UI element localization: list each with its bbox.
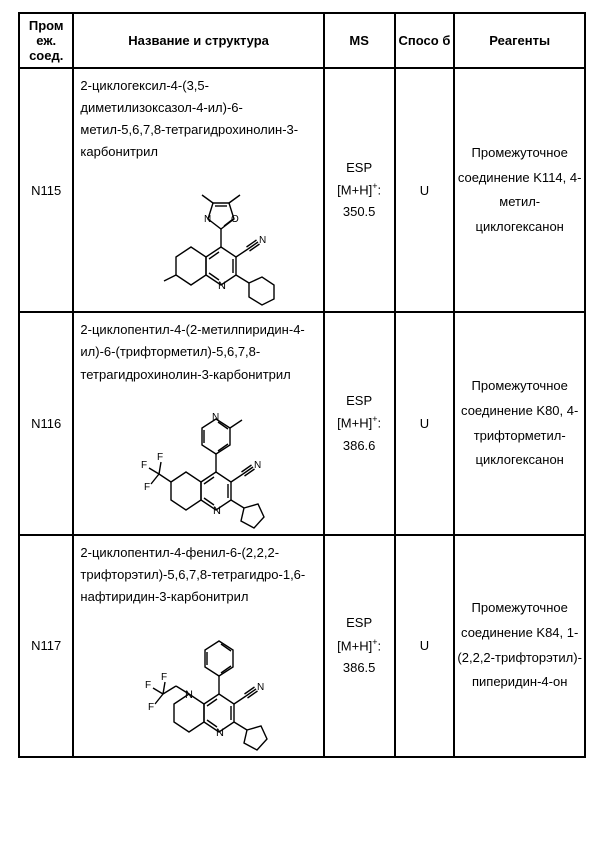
- cell-name-struct: 2-циклопентил-4-фенил-6-(2,2,2-трифторэт…: [73, 535, 323, 757]
- cell-name-struct: 2-циклогексил-4-(3,5-диметилизоксазол-4-…: [73, 68, 323, 312]
- ms-post: :: [377, 638, 381, 653]
- structure-svg: N N F F F: [106, 612, 291, 752]
- hdr-reagents: Реагенты: [454, 13, 585, 68]
- cell-reagents: Промежуточное соединение K84, 1-(2,2,2-т…: [454, 535, 585, 757]
- page: Пром еж. соед. Название и структура MS С…: [0, 0, 604, 846]
- cell-method: U: [395, 68, 455, 312]
- ms-line2: [M+H]+:: [327, 179, 392, 201]
- cell-ms: ESP [M+H]+: 386.5: [324, 535, 395, 757]
- structure-svg: N F F F: [111, 390, 286, 530]
- compound-name: 2-циклопентил-4-фенил-6-(2,2,2-трифторэт…: [80, 542, 316, 608]
- cell-reagents: Промежуточное соединение K114, 4-метил-ц…: [454, 68, 585, 312]
- cell-method: U: [395, 312, 455, 534]
- hdr-ms: MS: [324, 13, 395, 68]
- svg-text:F: F: [161, 672, 167, 683]
- cell-id: N115: [19, 68, 73, 312]
- ms-pre: [M+H]: [337, 182, 372, 197]
- svg-text:N: N: [216, 727, 224, 739]
- structure-svg: N N: [116, 167, 281, 307]
- svg-text:N: N: [212, 412, 219, 423]
- svg-text:F: F: [148, 702, 154, 713]
- cell-reagents: Промежуточное соединение K80, 4-трифторм…: [454, 312, 585, 534]
- ms-line3: 350.5: [327, 201, 392, 223]
- hdr-id: Пром еж. соед.: [19, 13, 73, 68]
- table-header-row: Пром еж. соед. Название и структура MS С…: [19, 13, 585, 68]
- svg-text:N: N: [259, 235, 266, 246]
- ms-post: :: [377, 416, 381, 431]
- svg-text:F: F: [141, 460, 147, 471]
- cell-ms: ESP [M+H]+: 386.6: [324, 312, 395, 534]
- ms-post: :: [377, 182, 381, 197]
- svg-text:N: N: [254, 460, 261, 471]
- svg-text:F: F: [144, 482, 150, 493]
- cell-method: U: [395, 535, 455, 757]
- svg-text:N: N: [213, 505, 221, 517]
- ms-line3: 386.5: [327, 657, 392, 679]
- svg-text:N: N: [185, 689, 193, 701]
- compound-structure: N F F F: [80, 390, 316, 530]
- cell-ms: ESP [M+H]+: 350.5: [324, 68, 395, 312]
- hdr-method: Спосо б: [395, 13, 455, 68]
- ms-line1: ESP: [327, 612, 392, 634]
- svg-text:N: N: [257, 682, 264, 693]
- ms-pre: [M+H]: [337, 638, 372, 653]
- ms-pre: [M+H]: [337, 416, 372, 431]
- svg-text:N: N: [218, 280, 226, 292]
- compound-name: 2-циклогексил-4-(3,5-диметилизоксазол-4-…: [80, 75, 316, 163]
- ms-line2: [M+H]+:: [327, 635, 392, 657]
- compound-structure: N N F F F: [80, 612, 316, 752]
- ms-line1: ESP: [327, 157, 392, 179]
- cell-name-struct: 2-циклопентил-4-(2-метилпиридин-4-ил)-6-…: [73, 312, 323, 534]
- ms-line1: ESP: [327, 390, 392, 412]
- table-row: N117 2-циклопентил-4-фенил-6-(2,2,2-триф…: [19, 535, 585, 757]
- compound-name: 2-циклопентил-4-(2-метилпиридин-4-ил)-6-…: [80, 319, 316, 385]
- compound-table: Пром еж. соед. Название и структура MS С…: [18, 12, 586, 758]
- compound-structure: N N: [80, 167, 316, 307]
- table-row: N116 2-циклопентил-4-(2-метилпиридин-4-и…: [19, 312, 585, 534]
- ms-line3: 386.6: [327, 435, 392, 457]
- hdr-name: Название и структура: [73, 13, 323, 68]
- cell-id: N116: [19, 312, 73, 534]
- svg-text:O: O: [231, 214, 239, 225]
- svg-text:F: F: [145, 680, 151, 691]
- svg-text:N: N: [204, 214, 211, 225]
- table-row: N115 2-циклогексил-4-(3,5-диметилизоксаз…: [19, 68, 585, 312]
- cell-id: N117: [19, 535, 73, 757]
- svg-text:F: F: [157, 452, 163, 463]
- ms-line2: [M+H]+:: [327, 412, 392, 434]
